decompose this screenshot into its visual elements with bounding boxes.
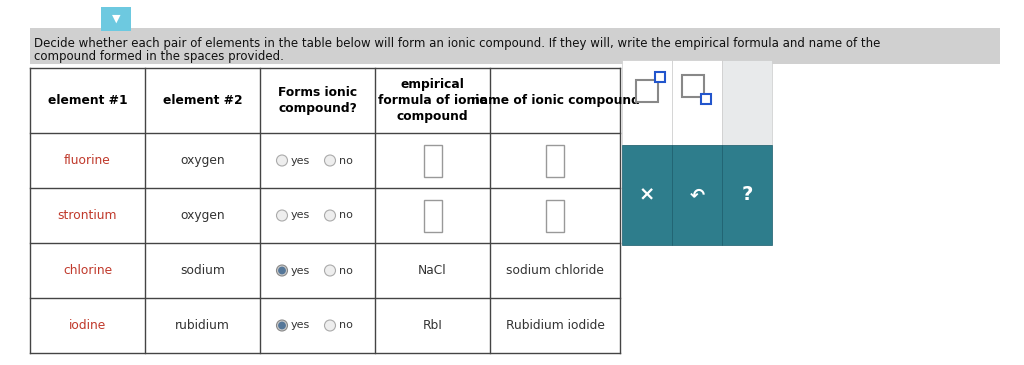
FancyBboxPatch shape xyxy=(672,60,722,145)
FancyBboxPatch shape xyxy=(701,94,711,104)
Text: Rubidium iodide: Rubidium iodide xyxy=(506,319,604,332)
Text: oxygen: oxygen xyxy=(180,154,225,167)
Text: fluorine: fluorine xyxy=(65,154,111,167)
Text: no: no xyxy=(339,211,353,220)
FancyBboxPatch shape xyxy=(722,60,772,145)
Text: strontium: strontium xyxy=(57,209,118,222)
Text: no: no xyxy=(339,320,353,330)
FancyBboxPatch shape xyxy=(424,200,441,231)
Circle shape xyxy=(325,265,336,276)
Text: no: no xyxy=(339,155,353,165)
Text: Forms ionic
compound?: Forms ionic compound? xyxy=(278,86,357,115)
FancyBboxPatch shape xyxy=(682,75,705,97)
Circle shape xyxy=(279,322,286,329)
FancyBboxPatch shape xyxy=(655,72,665,82)
Text: chlorine: chlorine xyxy=(62,264,112,277)
FancyBboxPatch shape xyxy=(622,60,672,145)
FancyBboxPatch shape xyxy=(30,28,1000,64)
Circle shape xyxy=(279,267,286,274)
FancyBboxPatch shape xyxy=(424,145,441,177)
Text: ×: × xyxy=(639,185,655,204)
Circle shape xyxy=(276,210,288,221)
Text: no: no xyxy=(339,265,353,276)
Text: Decide whether each pair of elements in the table below will form an ionic compo: Decide whether each pair of elements in … xyxy=(34,37,881,50)
Text: yes: yes xyxy=(291,320,310,330)
FancyBboxPatch shape xyxy=(546,145,564,177)
Text: yes: yes xyxy=(291,265,310,276)
FancyBboxPatch shape xyxy=(622,145,672,245)
FancyBboxPatch shape xyxy=(101,7,131,31)
FancyBboxPatch shape xyxy=(722,145,772,245)
Text: name of ionic compound: name of ionic compound xyxy=(471,94,639,107)
Text: compound formed in the spaces provided.: compound formed in the spaces provided. xyxy=(34,50,284,63)
Text: yes: yes xyxy=(291,155,310,165)
Text: rubidium: rubidium xyxy=(175,319,230,332)
Text: oxygen: oxygen xyxy=(180,209,225,222)
Text: element #2: element #2 xyxy=(163,94,243,107)
FancyBboxPatch shape xyxy=(636,80,658,102)
Text: element #1: element #1 xyxy=(48,94,127,107)
Circle shape xyxy=(276,320,288,331)
Text: empirical
formula of ionic
compound: empirical formula of ionic compound xyxy=(378,78,486,123)
Circle shape xyxy=(325,210,336,221)
Text: ▼: ▼ xyxy=(112,14,120,24)
Text: ?: ? xyxy=(741,185,753,204)
Text: yes: yes xyxy=(291,211,310,220)
FancyBboxPatch shape xyxy=(546,200,564,231)
Text: ↶: ↶ xyxy=(689,186,705,204)
Text: sodium chloride: sodium chloride xyxy=(506,264,604,277)
Circle shape xyxy=(325,155,336,166)
Text: iodine: iodine xyxy=(69,319,106,332)
Text: sodium: sodium xyxy=(180,264,225,277)
Text: NaCl: NaCl xyxy=(418,264,446,277)
Text: RbI: RbI xyxy=(423,319,442,332)
Circle shape xyxy=(325,320,336,331)
FancyBboxPatch shape xyxy=(672,145,722,245)
Circle shape xyxy=(276,265,288,276)
Circle shape xyxy=(276,155,288,166)
